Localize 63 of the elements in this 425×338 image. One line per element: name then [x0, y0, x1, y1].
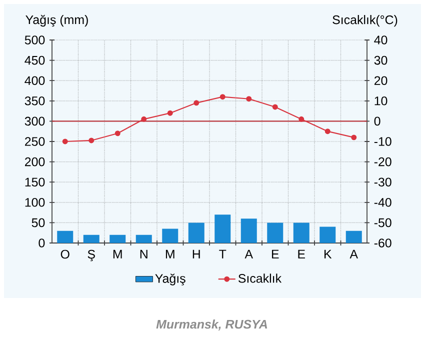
- point: [141, 116, 147, 122]
- y2-tick-label: 0: [374, 116, 380, 126]
- x-tick-label: T: [219, 250, 226, 258]
- point: [324, 128, 330, 134]
- y2-tick-label: -20: [374, 157, 392, 166]
- y-tick-label: 350: [24, 96, 45, 106]
- y-tick-label: 0: [38, 238, 45, 248]
- x-tick-label: M: [166, 250, 174, 258]
- legend-label: Yağış: [155, 274, 186, 286]
- bar: [240, 218, 257, 243]
- point: [298, 116, 304, 122]
- y2-tick-label: -60: [374, 238, 392, 248]
- bar: [188, 222, 204, 243]
- text: Murmansk, RUSYA: [156, 320, 268, 330]
- y-tick-label: 400: [24, 76, 45, 86]
- bar: [57, 230, 74, 243]
- y-tick-label: 450: [24, 56, 45, 65]
- x-tick-label: N: [140, 250, 148, 258]
- y-tick-label: 300: [24, 116, 45, 126]
- point: [114, 130, 120, 136]
- x-tick-label: H: [192, 250, 200, 258]
- bar: [346, 230, 362, 243]
- x-tick-label: O: [60, 250, 70, 259]
- y-tick-label: 200: [25, 157, 45, 166]
- bar: [214, 214, 231, 243]
- point: [272, 104, 278, 110]
- y-tick-label: 500: [24, 36, 45, 44]
- x-tick-label: A: [350, 250, 358, 258]
- point: [167, 110, 173, 116]
- y-tick-label: 250: [25, 137, 45, 146]
- y2-tick-label: -30: [374, 178, 392, 187]
- y2-tick-label: -40: [374, 198, 392, 207]
- bar: [110, 234, 126, 243]
- point: [62, 138, 68, 144]
- bar: [320, 226, 336, 243]
- y2-tick-label: 30: [374, 56, 388, 65]
- bar: [267, 222, 284, 243]
- y-tick-label: 150: [25, 178, 45, 187]
- x-tick-label: K: [324, 250, 332, 258]
- point: [194, 100, 200, 106]
- bar: [162, 228, 178, 243]
- y2-tick-label: -50: [374, 218, 392, 228]
- point: [246, 96, 252, 102]
- bar: [293, 222, 310, 243]
- bar: [83, 234, 100, 243]
- point: [88, 138, 94, 144]
- y2-tick-label: 40: [374, 36, 388, 44]
- x-tick-label: E: [298, 250, 305, 258]
- x-tick-label: Ş: [88, 250, 95, 262]
- y2-axis-title: Sıcaklık(°C): [332, 15, 398, 27]
- y2-tick-label: -10: [374, 137, 392, 146]
- point: [220, 94, 226, 100]
- y2-tick-label: 20: [374, 76, 388, 86]
- x-tick-label: E: [272, 250, 279, 258]
- y-tick-label: 50: [32, 218, 45, 228]
- x-tick-label: A: [244, 250, 254, 258]
- y-tick-label: 100: [25, 198, 45, 207]
- x-tick-label: M: [113, 250, 122, 258]
- legend-label: Sıcaklık: [238, 274, 282, 283]
- y-axis-title: Yağış (mm): [26, 14, 88, 27]
- bar: [136, 234, 152, 243]
- point: [351, 134, 357, 140]
- y2-tick-label: 10: [374, 96, 388, 106]
